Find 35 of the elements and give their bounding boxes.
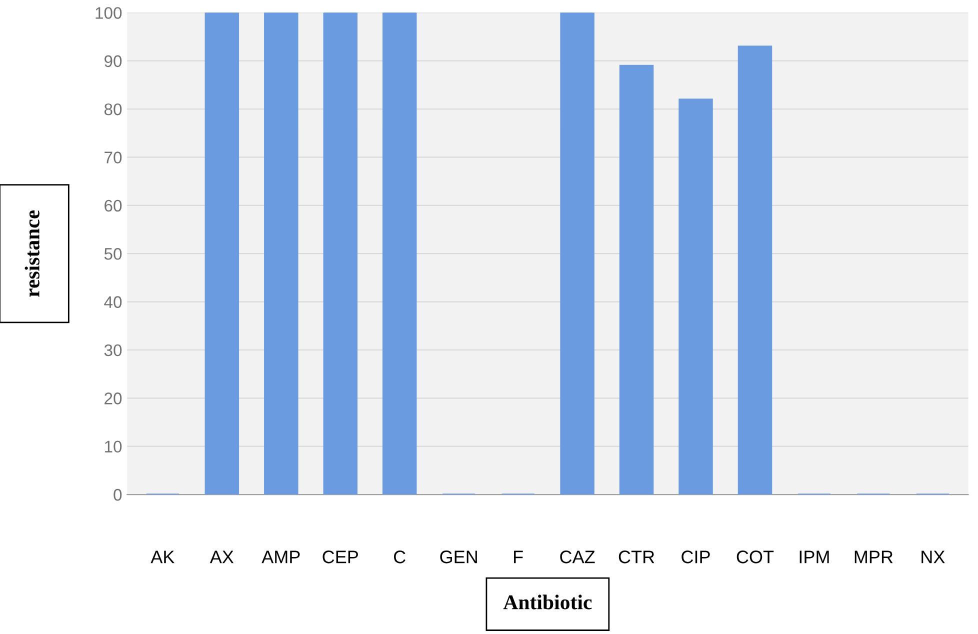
y-tick-label: 70 bbox=[104, 152, 122, 164]
bar bbox=[560, 12, 594, 495]
y-tick-label: 0 bbox=[114, 488, 122, 501]
x-tick-label: GEN bbox=[440, 550, 477, 564]
x-tick-label: AX bbox=[210, 550, 234, 564]
y-tick-label: 40 bbox=[104, 296, 122, 308]
bar bbox=[204, 12, 240, 495]
x-tick-label: CAZ bbox=[560, 550, 595, 564]
x-tick-label: CTR bbox=[618, 550, 654, 564]
x-tick-label: COT bbox=[736, 550, 774, 564]
y-axis-title: resistance bbox=[24, 210, 40, 297]
y-tick-label: 100 bbox=[96, 7, 122, 19]
x-tick-label: NX bbox=[922, 550, 945, 564]
bar bbox=[382, 12, 417, 495]
bar bbox=[619, 64, 654, 495]
x-tick-label: CEP bbox=[322, 550, 358, 564]
x-tick-label: F bbox=[514, 550, 523, 564]
y-tick-label: 60 bbox=[104, 200, 122, 212]
x-tick-label: CIP bbox=[682, 550, 710, 564]
y-tick-label: 10 bbox=[105, 440, 122, 453]
y-tick-label: 20 bbox=[104, 392, 122, 404]
bar bbox=[323, 12, 358, 495]
x-tick-label: AMP bbox=[262, 550, 300, 564]
y-tick-label: 80 bbox=[104, 103, 122, 116]
y-tick-label: 90 bbox=[104, 55, 122, 68]
bar bbox=[738, 46, 772, 495]
bar bbox=[264, 12, 298, 495]
x-tick-label: IPM bbox=[800, 550, 829, 564]
x-tick-label: MPR bbox=[854, 550, 893, 564]
y-tick-label: 50 bbox=[104, 248, 122, 260]
x-axis-title: Antibiotic bbox=[503, 594, 592, 610]
y-tick-label: 30 bbox=[104, 344, 122, 356]
bar bbox=[678, 98, 713, 495]
x-tick-label: AK bbox=[150, 550, 175, 564]
x-tick-label: C bbox=[394, 550, 406, 564]
